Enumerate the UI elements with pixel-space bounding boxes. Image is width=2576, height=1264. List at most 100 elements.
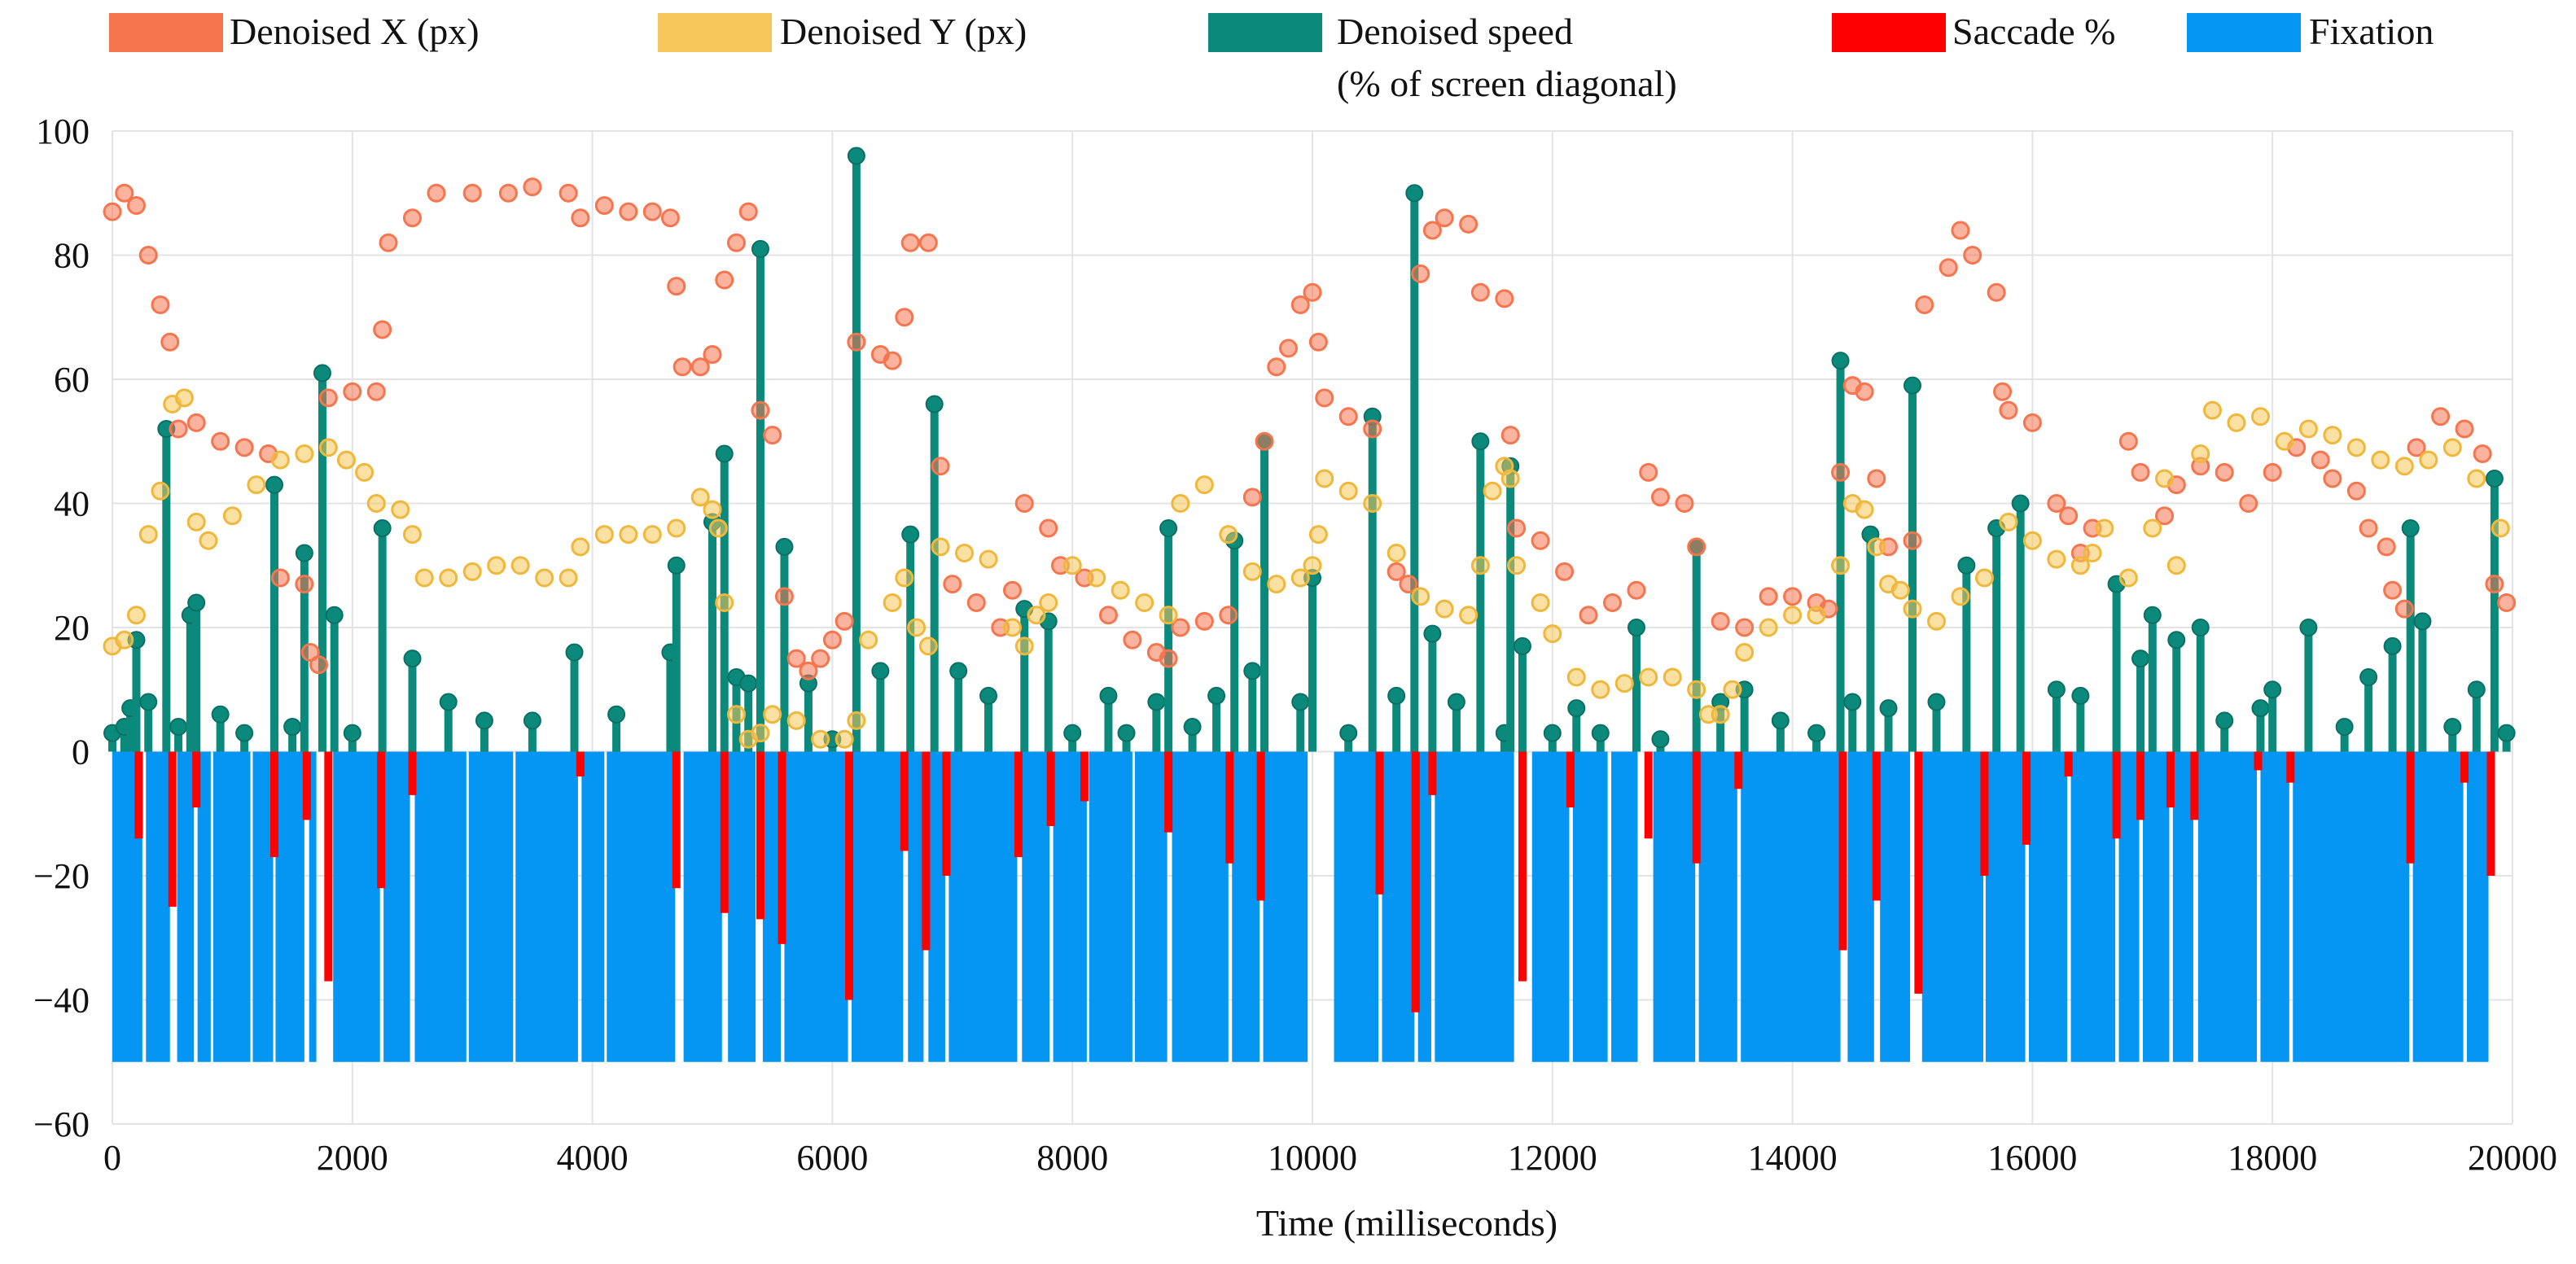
legend-item-denoised-speed[interactable]: Denoised speed (% of screen diagonal) [1208, 11, 1677, 104]
denoised-y-point-43 [861, 632, 877, 648]
denoised-y-point-23 [512, 558, 528, 574]
denoised-x-point-93 [1641, 464, 1657, 480]
legend-item-fixation[interactable]: Fixation [2187, 11, 2434, 52]
x-tick-label-10: 20000 [2468, 1138, 2557, 1178]
speed-point-4 [140, 694, 156, 711]
saccade-bar-3 [270, 752, 278, 858]
denoised-x-point-61 [1100, 607, 1116, 623]
denoised-y-point-94 [1808, 607, 1825, 623]
denoised-y-point-33 [710, 520, 726, 536]
denoised-y-point-115 [2193, 446, 2209, 462]
denoised-x-point-23 [500, 185, 516, 201]
speed-point-31 [776, 539, 792, 555]
speed-point-47 [1185, 719, 1201, 735]
fixation-bar-13 [581, 752, 604, 1062]
legend-swatch-saccade [1832, 13, 1946, 52]
denoised-y-point-6 [176, 390, 192, 406]
denoised-x-point-22 [464, 185, 480, 201]
denoised-y-point-76 [1484, 483, 1500, 499]
denoised-x-point-53 [944, 576, 961, 593]
denoised-y-point-105 [2000, 514, 2017, 530]
speed-point-98 [2414, 613, 2430, 629]
denoised-x-point-18 [375, 321, 391, 338]
denoised-x-point-114 [1995, 383, 2011, 400]
fixation-bar-52 [2413, 752, 2464, 1062]
denoised-x-point-126 [2216, 464, 2232, 480]
speed-point-54 [1340, 725, 1356, 741]
x-tick-label-0: 0 [103, 1138, 121, 1178]
denoised-x-point-29 [644, 203, 660, 220]
denoised-y-point-110 [2096, 520, 2113, 536]
fixation-bar-37 [1654, 752, 1696, 1062]
denoised-x-point-116 [2024, 414, 2040, 431]
speed-point-52 [1292, 694, 1308, 711]
denoised-y-series [104, 390, 2508, 747]
denoised-x-point-39 [764, 427, 781, 444]
denoised-x-point-70 [1268, 359, 1285, 375]
denoised-y-point-34 [716, 595, 733, 611]
speed-point-87 [2144, 607, 2161, 623]
x-tick-label-1: 2000 [317, 1138, 388, 1178]
saccade-bar-45 [2486, 752, 2495, 877]
speed-point-19 [440, 694, 457, 711]
denoised-x-point-139 [2456, 421, 2473, 437]
denoised-y-point-45 [896, 570, 913, 586]
x-tick-label-4: 8000 [1036, 1138, 1108, 1178]
denoised-y-point-84 [1616, 676, 1632, 692]
denoised-y-point-27 [596, 527, 612, 543]
legend-item-denoised-x[interactable]: Denoised X (px) [109, 11, 480, 52]
denoised-x-point-111 [1952, 222, 1969, 238]
fixation-bar-16 [728, 752, 756, 1062]
fixation-bar-25 [1089, 752, 1132, 1062]
denoised-x-point-16 [344, 383, 361, 400]
denoised-y-point-47 [920, 638, 936, 654]
denoised-x-point-95 [1676, 496, 1693, 512]
speed-point-45 [1148, 694, 1164, 711]
fixation-bar-1 [146, 752, 169, 1062]
speed-point-36 [902, 527, 918, 543]
denoised-x-point-103 [1833, 464, 1849, 480]
speed-point-66 [1592, 725, 1609, 741]
speed-point-50 [1244, 663, 1260, 679]
saccade-bar-44 [2460, 752, 2469, 783]
speed-point-101 [2486, 470, 2503, 487]
legend-item-saccade[interactable]: Saccade % [1832, 11, 2116, 52]
denoised-y-point-60 [1172, 496, 1189, 512]
fixation-bar-18 [784, 752, 848, 1062]
speed-point-97 [2403, 520, 2419, 536]
denoised-x-point-96 [1689, 539, 1705, 555]
denoised-x-point-83 [1461, 216, 1477, 232]
speed-series [104, 148, 2515, 752]
legend-item-denoised-y[interactable]: Denoised Y (px) [658, 11, 1027, 52]
legend-label-denoised-speed-line2: (% of screen diagonal) [1337, 63, 1677, 104]
denoised-y-point-70 [1365, 496, 1381, 512]
fixation-series [112, 752, 2489, 1062]
denoised-x-point-98 [1737, 619, 1753, 636]
denoised-y-point-128 [2492, 520, 2508, 536]
denoised-y-point-63 [1244, 563, 1260, 580]
speed-point-20 [476, 712, 493, 728]
x-tick-label-8: 16000 [1987, 1138, 2077, 1178]
fixation-bar-14 [607, 752, 675, 1062]
denoised-y-point-121 [2324, 427, 2341, 444]
x-tick-label-5: 10000 [1268, 1138, 1357, 1178]
denoised-y-point-119 [2276, 433, 2293, 449]
speed-point-84 [2072, 688, 2088, 704]
denoised-y-point-28 [620, 527, 637, 543]
denoised-x-point-68 [1244, 489, 1260, 505]
speed-point-35 [872, 663, 888, 679]
denoised-y-point-93 [1785, 607, 1801, 623]
saccade-bar-27 [1566, 752, 1575, 808]
speed-point-60 [1472, 433, 1488, 449]
saccade-bar-13 [845, 752, 853, 1000]
speed-point-82 [2013, 496, 2029, 512]
denoised-x-point-91 [1605, 595, 1621, 611]
fixation-bar-31 [1382, 752, 1414, 1062]
denoised-y-point-4 [152, 483, 169, 499]
legend-label-denoised-x: Denoised X (px) [230, 11, 480, 52]
speed-point-44 [1119, 725, 1135, 741]
saccade-bar-23 [1376, 752, 1384, 894]
denoised-x-point-122 [2132, 464, 2149, 480]
y-tick-label-1: −40 [33, 981, 90, 1021]
denoised-y-point-98 [1868, 539, 1885, 555]
